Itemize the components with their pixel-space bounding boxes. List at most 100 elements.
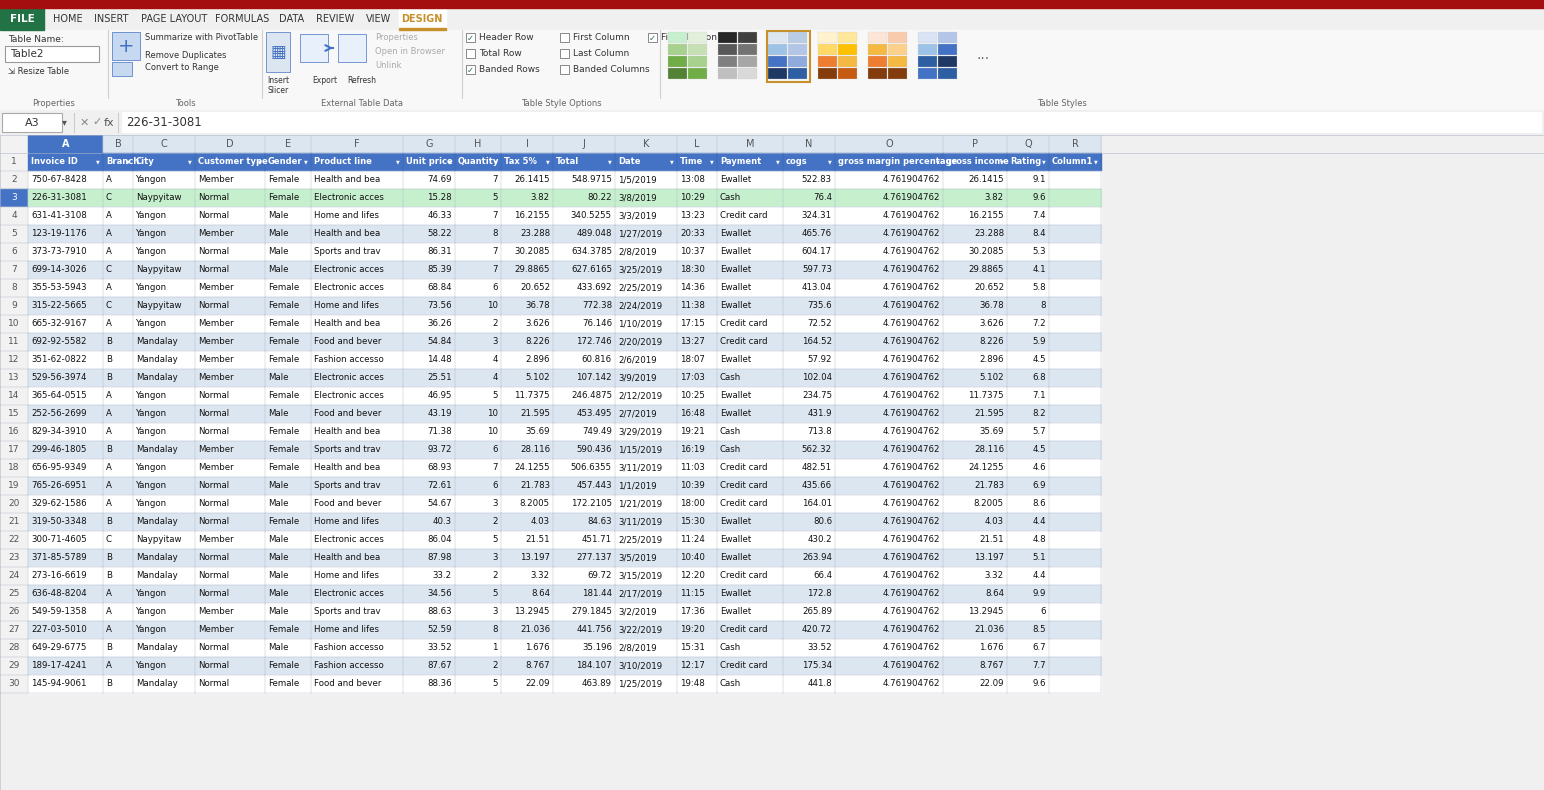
Bar	[689, 32, 707, 43]
Bar	[310, 333, 403, 351]
Text: Yangon: Yangon	[136, 392, 167, 401]
Text: Ewallet: Ewallet	[720, 517, 752, 526]
Text: Home and lifes: Home and lifes	[313, 302, 378, 310]
Bar	[1048, 171, 1101, 189]
Text: ▼: ▼	[1001, 160, 1004, 164]
Text: 9: 9	[11, 302, 17, 310]
Bar	[28, 531, 103, 549]
Text: Tax 5%: Tax 5%	[503, 157, 537, 167]
Text: Normal: Normal	[198, 302, 229, 310]
Text: 373-73-7910: 373-73-7910	[31, 247, 86, 257]
Text: 6.8: 6.8	[1033, 374, 1045, 382]
Bar	[500, 369, 553, 387]
Text: 11:15: 11:15	[679, 589, 706, 599]
Text: Member: Member	[198, 356, 233, 364]
Text: Normal: Normal	[198, 194, 229, 202]
Text: 5.9: 5.9	[1033, 337, 1045, 347]
Text: 3.32: 3.32	[985, 571, 1004, 581]
Text: 8.6: 8.6	[1033, 499, 1045, 509]
Text: Credit card: Credit card	[720, 661, 767, 671]
Text: 7.4: 7.4	[1033, 212, 1045, 220]
Text: O: O	[885, 139, 892, 149]
Text: 10:29: 10:29	[679, 194, 704, 202]
Bar	[738, 68, 757, 79]
Bar	[403, 621, 455, 639]
Text: 234.75: 234.75	[801, 392, 832, 401]
Bar	[676, 171, 716, 189]
Bar	[919, 44, 937, 55]
Bar	[615, 333, 676, 351]
Bar	[676, 351, 716, 369]
Bar	[500, 261, 553, 279]
Text: 5: 5	[493, 536, 499, 544]
Bar	[500, 585, 553, 603]
Text: 175.34: 175.34	[801, 661, 832, 671]
Bar	[1007, 603, 1048, 621]
Bar	[0, 423, 28, 441]
Bar	[615, 369, 676, 387]
Bar	[716, 297, 783, 315]
Bar	[28, 585, 103, 603]
Bar	[2, 113, 62, 132]
Text: Normal: Normal	[198, 427, 229, 437]
Bar	[676, 369, 716, 387]
Text: 8.4: 8.4	[1033, 230, 1045, 239]
Bar	[195, 585, 266, 603]
Text: 35.69: 35.69	[979, 427, 1004, 437]
Bar	[838, 44, 857, 55]
Text: Female: Female	[269, 464, 300, 472]
Bar	[310, 171, 403, 189]
Bar	[676, 477, 716, 495]
Bar	[767, 56, 787, 67]
Text: 10: 10	[8, 319, 20, 329]
Bar	[716, 585, 783, 603]
Bar	[500, 621, 553, 639]
Bar	[133, 495, 195, 513]
Text: Mandalay: Mandalay	[136, 356, 178, 364]
Text: 24: 24	[8, 571, 20, 581]
Bar	[500, 333, 553, 351]
Text: 299-46-1805: 299-46-1805	[31, 446, 86, 454]
Bar	[455, 243, 500, 261]
Bar	[0, 675, 28, 693]
Text: Electronic acces: Electronic acces	[313, 374, 384, 382]
Bar	[28, 423, 103, 441]
Bar	[553, 135, 615, 153]
Bar	[553, 657, 615, 675]
Bar	[310, 189, 403, 207]
Bar	[455, 261, 500, 279]
Bar	[615, 297, 676, 315]
Bar	[615, 405, 676, 423]
Text: Health and bea: Health and bea	[313, 427, 380, 437]
Text: 22.09: 22.09	[979, 679, 1004, 689]
Text: Member: Member	[198, 230, 233, 239]
Bar	[310, 153, 403, 171]
Text: 33.52: 33.52	[808, 644, 832, 653]
Text: Home and lifes: Home and lifes	[313, 571, 378, 581]
Bar	[28, 639, 103, 657]
Text: B: B	[107, 517, 113, 526]
Bar	[783, 189, 835, 207]
Text: Electronic acces: Electronic acces	[313, 392, 384, 401]
Text: 8.226: 8.226	[979, 337, 1004, 347]
Text: 13.2945: 13.2945	[968, 608, 1004, 616]
Bar	[1007, 279, 1048, 297]
Text: Member: Member	[198, 626, 233, 634]
Text: B: B	[107, 554, 113, 562]
Text: 5.102: 5.102	[979, 374, 1004, 382]
Text: 5: 5	[493, 194, 499, 202]
Bar	[500, 225, 553, 243]
Text: Female: Female	[269, 356, 300, 364]
Text: Normal: Normal	[198, 661, 229, 671]
Text: 71.38: 71.38	[428, 427, 452, 437]
Text: Mandalay: Mandalay	[136, 679, 178, 689]
Bar	[676, 441, 716, 459]
Text: 5: 5	[493, 679, 499, 689]
Text: 11.7375: 11.7375	[968, 392, 1004, 401]
Text: A: A	[107, 427, 111, 437]
Text: ▼: ▼	[1095, 160, 1098, 164]
Text: Mandalay: Mandalay	[136, 446, 178, 454]
Bar	[1007, 189, 1048, 207]
Text: Tools: Tools	[174, 100, 195, 108]
Bar	[939, 44, 957, 55]
